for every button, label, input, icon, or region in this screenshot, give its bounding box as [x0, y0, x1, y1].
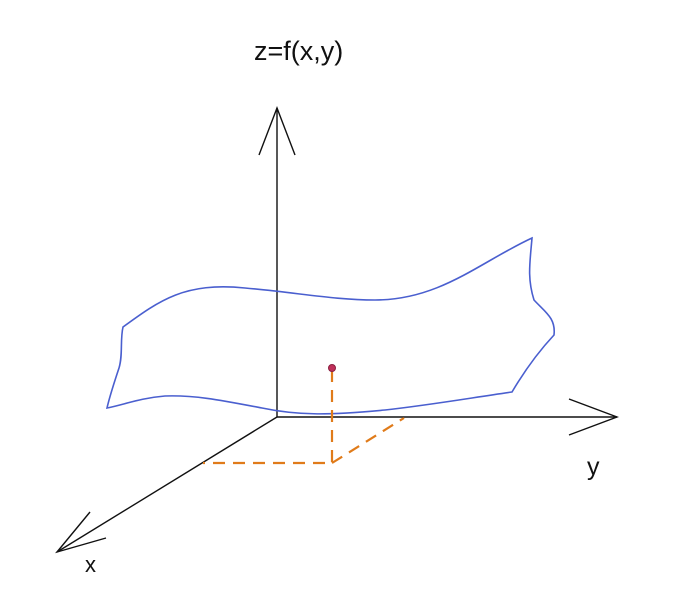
- x-axis-label: x: [85, 552, 96, 577]
- projection-dashed-line-to-y: [331, 417, 405, 464]
- projection-dashed-lines: [203, 370, 334, 465]
- surface-patch: [105, 236, 555, 415]
- y-axis-label: y: [587, 453, 600, 481]
- x-axis-arrowhead: [55, 511, 107, 554]
- y-axis-arrowhead: [568, 398, 619, 436]
- z-axis-arrowhead: [258, 106, 296, 156]
- x-axis: [56, 416, 278, 553]
- z-axis-label: z=f(x,y): [254, 36, 344, 66]
- surface-point: [328, 364, 336, 372]
